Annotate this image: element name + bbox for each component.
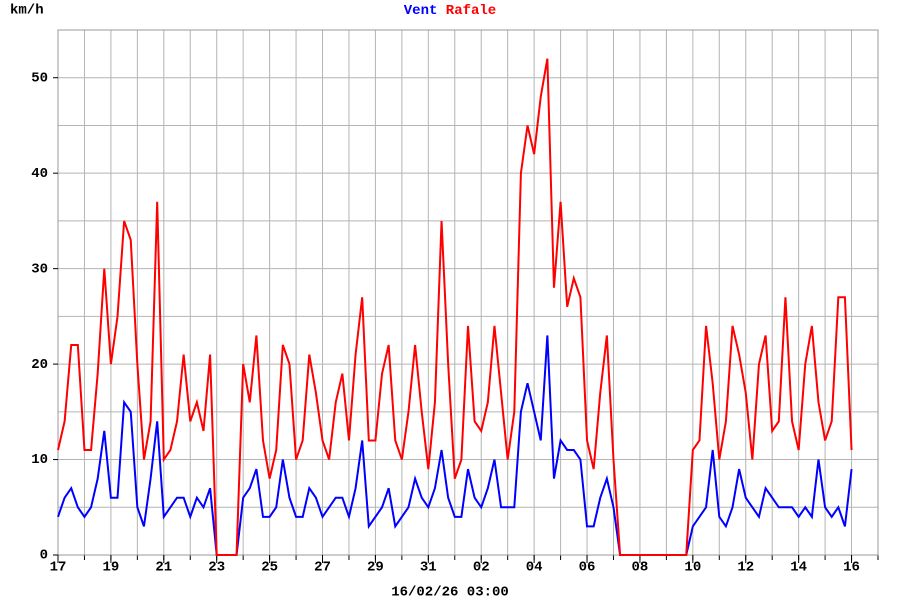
x-tick-label: 21 [155,560,172,576]
legend-entry: Rafale [446,3,496,19]
x-tick-label: 29 [367,560,384,576]
y-tick-label: 10 [31,452,48,468]
plot-border [57,29,879,556]
series-line [57,58,853,556]
x-tick-label: 08 [632,560,649,576]
x-tick-label: 06 [579,560,596,576]
x-tick-label: 16 [843,560,860,576]
legend-entry: Vent [404,3,438,19]
x-tick-label: 04 [526,560,543,576]
y-tick-label: 40 [31,166,48,182]
y-tick-label: 0 [40,548,48,564]
x-tick-label: 12 [737,560,754,576]
x-tick-label: 27 [314,560,331,576]
series-line [57,335,853,556]
x-tick-label: 10 [684,560,701,576]
x-tick-label: 19 [102,560,119,576]
legend: Vent Rafale [404,3,496,19]
y-tick-label: 30 [31,261,48,277]
y-axis-label: km/h [10,3,44,19]
y-tick-label: 50 [31,70,48,86]
x-tick-label: 31 [420,560,437,576]
x-tick-label: 14 [790,560,807,576]
footer: 16/02/26 03:00 [391,585,509,600]
x-tick-label: 25 [261,560,278,576]
x-tick-label: 17 [50,560,67,576]
x-tick-label: 02 [473,560,490,576]
x-tick-label: 23 [208,560,225,576]
y-tick-label: 20 [31,357,48,373]
